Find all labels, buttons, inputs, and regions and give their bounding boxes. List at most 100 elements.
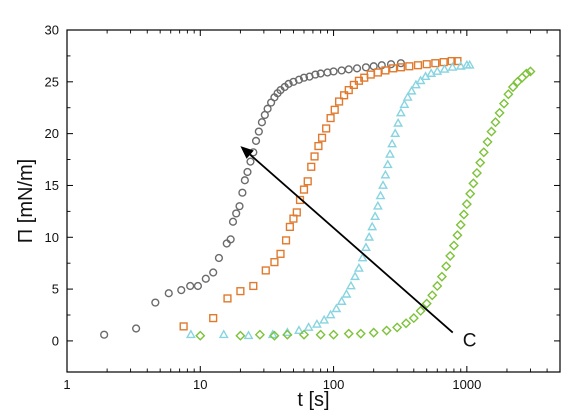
- data-point-diamond: [282, 329, 293, 340]
- data-point-square: [303, 177, 312, 186]
- data-point-triangle: [382, 159, 393, 169]
- data-point-circle: [299, 73, 309, 82]
- data-point-square: [322, 124, 331, 133]
- data-point-triangle: [385, 149, 395, 158]
- data-point-triangle: [447, 61, 458, 71]
- data-point-square: [431, 59, 440, 68]
- data-point-circle: [151, 298, 160, 307]
- data-point-square: [381, 66, 390, 75]
- data-point-square: [249, 281, 258, 291]
- data-point-diamond: [475, 157, 486, 168]
- data-point-square: [439, 58, 448, 67]
- data-point-square: [453, 56, 462, 66]
- data-point-triangle: [341, 288, 352, 298]
- y-tick-label: 15: [45, 178, 59, 193]
- data-point-square: [270, 258, 279, 267]
- data-point-circle: [344, 65, 353, 74]
- data-point-diamond: [427, 290, 438, 301]
- data-point-square: [223, 294, 232, 303]
- data-point-circle: [193, 281, 203, 291]
- data-point-diamond: [498, 98, 510, 109]
- data-point-diamond: [458, 209, 469, 220]
- series-square: [179, 56, 462, 331]
- data-point-diamond: [461, 199, 472, 210]
- y-tick-label: 20: [45, 126, 59, 141]
- data-point-circle: [263, 104, 272, 113]
- data-point-circle: [251, 136, 261, 145]
- data-point-triangle: [375, 190, 386, 200]
- data-point-square: [281, 236, 291, 245]
- data-point-circle: [226, 235, 235, 244]
- data-point-diamond: [452, 230, 463, 241]
- data-point-circle: [132, 324, 141, 333]
- data-point-square: [413, 61, 423, 70]
- data-point-diamond: [465, 188, 476, 199]
- data-point-square: [236, 287, 245, 296]
- data-point-square: [317, 133, 327, 142]
- data-point-circle: [361, 63, 371, 72]
- data-point-triangle: [390, 128, 401, 138]
- data-point-triangle: [331, 303, 342, 313]
- data-point-circle: [311, 70, 320, 79]
- y-tick-label: 30: [45, 23, 59, 38]
- data-point-diamond: [471, 167, 482, 179]
- data-point-square: [307, 162, 316, 171]
- data-point-triangle: [387, 138, 398, 148]
- data-point-circle: [177, 286, 186, 295]
- data-point-circle: [386, 60, 396, 69]
- data-point-diamond: [478, 147, 489, 158]
- data-point-circle: [238, 188, 247, 197]
- data-point-triangle: [378, 180, 388, 189]
- data-point-diamond: [368, 327, 379, 338]
- data-point-diamond: [445, 250, 456, 261]
- x-tick-label: 10: [193, 377, 207, 392]
- data-point-diamond: [525, 66, 536, 77]
- data-point-square: [295, 195, 305, 205]
- data-point-square: [314, 141, 323, 151]
- data-point-diamond: [455, 219, 466, 230]
- data-point-square: [276, 249, 285, 258]
- data-point-triangle: [303, 322, 314, 331]
- data-point-circle: [396, 59, 405, 68]
- y-tick-label: 0: [52, 333, 59, 348]
- data-point-circle: [222, 239, 231, 248]
- data-point-square: [261, 266, 270, 275]
- data-point-triangle: [393, 117, 404, 127]
- data-point-square: [340, 91, 349, 100]
- data-point-square: [299, 185, 309, 194]
- data-point-circle: [352, 64, 362, 73]
- series-triangle: [185, 59, 475, 340]
- data-point-circle: [164, 289, 173, 298]
- annotation-arrowhead: [240, 146, 254, 159]
- data-point-diamond: [328, 329, 339, 340]
- data-point-square: [389, 64, 398, 73]
- data-point-circle: [232, 209, 241, 218]
- data-point-circle: [257, 118, 267, 127]
- data-point-square: [209, 314, 218, 323]
- x-tick-label: 1: [63, 377, 70, 392]
- data-point-triangle: [336, 296, 347, 305]
- data-point-diamond: [343, 328, 354, 339]
- data-point-diamond: [432, 280, 443, 292]
- data-point-square: [344, 86, 353, 95]
- data-point-diamond: [486, 126, 497, 137]
- data-point-triangle: [426, 68, 437, 77]
- data-point-diamond: [441, 261, 452, 272]
- data-point-diamond: [521, 68, 532, 79]
- data-point-triangle: [185, 329, 196, 339]
- data-point-triangle: [370, 211, 381, 220]
- data-point-square: [326, 113, 335, 123]
- data-point-square: [292, 208, 301, 217]
- data-point-circle: [246, 157, 255, 166]
- data-point-triangle: [410, 79, 421, 89]
- data-point-triangle: [243, 330, 254, 340]
- data-point-triangle: [432, 66, 443, 75]
- data-point-triangle: [361, 242, 371, 252]
- data-point-circle: [337, 66, 346, 75]
- data-point-diamond: [503, 89, 514, 100]
- y-axis: 0 5 10 15 20 25 30: [45, 23, 560, 348]
- x-axis-label: t [s]: [297, 389, 329, 411]
- data-point-triangle: [367, 221, 378, 231]
- data-point-diamond: [195, 330, 206, 341]
- data-point-square: [349, 80, 358, 90]
